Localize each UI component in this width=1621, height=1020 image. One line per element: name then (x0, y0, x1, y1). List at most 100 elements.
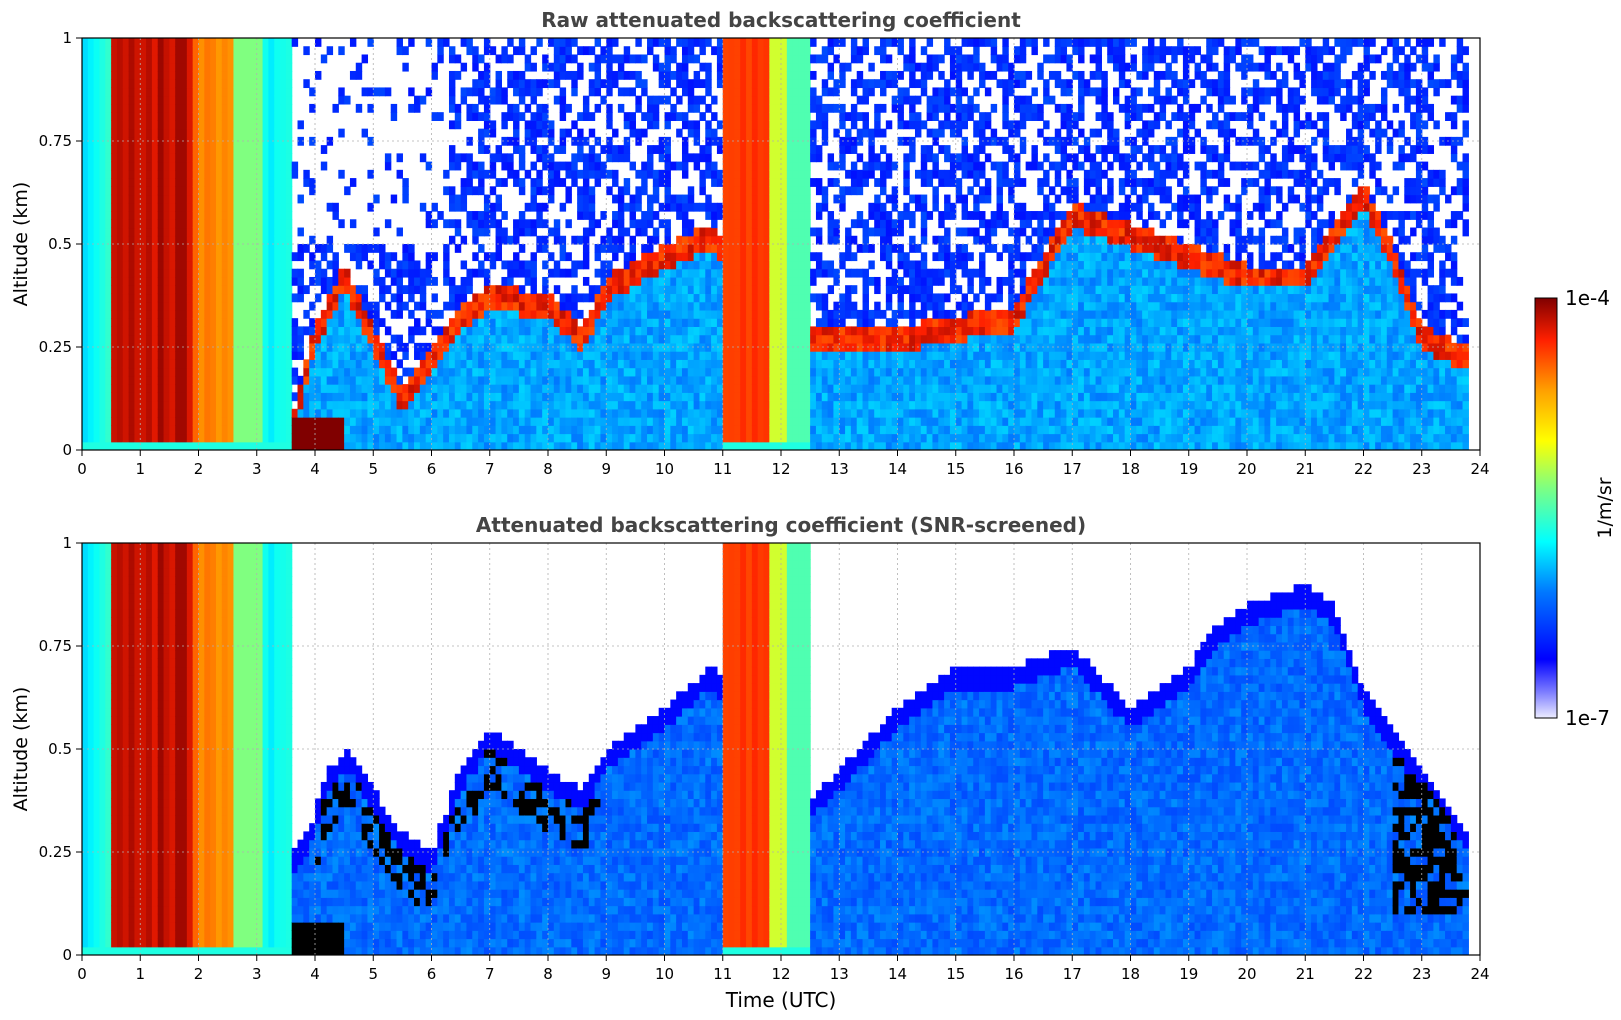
heatmap-cell (274, 384, 281, 393)
heatmap-cell (338, 128, 345, 138)
heatmap-cell (221, 351, 229, 360)
heatmap-cell (740, 425, 747, 435)
heatmap-cell (157, 334, 165, 344)
heatmap-cell (606, 112, 613, 121)
heatmap-cell (227, 367, 235, 377)
heatmap-cell (722, 293, 730, 303)
heatmap-cell (781, 178, 788, 187)
heatmap-cell (815, 417, 823, 426)
heatmap-cell (798, 268, 805, 278)
heatmap-cell (577, 326, 584, 336)
heatmap-cell (664, 293, 671, 303)
heatmap-cell (192, 400, 200, 410)
heatmap-cell (245, 375, 252, 385)
heatmap-cell (355, 367, 363, 377)
heatmap-cell (757, 211, 765, 220)
heatmap-cell (798, 260, 805, 270)
heatmap-cell (635, 79, 642, 89)
heatmap-cell (600, 95, 607, 105)
heatmap-cell (146, 112, 153, 121)
heatmap-cell (111, 70, 118, 80)
heatmap-cell (722, 334, 730, 344)
heatmap-cell (280, 112, 287, 121)
heatmap-cell (297, 400, 304, 410)
heatmap-cell (681, 334, 689, 344)
heatmap-cell (472, 334, 479, 344)
heatmap-cell (169, 375, 176, 385)
heatmap-cell (361, 334, 369, 344)
heatmap-cell (629, 367, 636, 377)
heatmap-cell (116, 38, 124, 47)
heatmap-cell (274, 211, 281, 220)
heatmap-cell (559, 38, 567, 47)
heatmap-cell (245, 112, 252, 121)
heatmap-cell (93, 285, 101, 295)
heatmap-cell (245, 169, 252, 179)
heatmap-cell (268, 219, 275, 229)
heatmap-cell (361, 309, 369, 319)
heatmap-cell (414, 301, 421, 311)
heatmap-cell (408, 260, 415, 270)
heatmap-cell (250, 128, 258, 138)
heatmap-cell (716, 293, 724, 303)
heatmap-cell (204, 95, 211, 105)
heatmap-cell (111, 54, 118, 64)
heatmap-cell (320, 367, 328, 377)
heatmap-cell (536, 425, 543, 435)
heatmap-cell (239, 367, 246, 377)
heatmap-cell (210, 425, 217, 435)
heatmap-cell (495, 326, 502, 336)
heatmap-cell (757, 87, 765, 97)
heatmap-cell (588, 400, 596, 410)
heatmap-cell (740, 318, 747, 327)
heatmap-cell (658, 202, 666, 212)
heatmap-cell (169, 285, 176, 295)
heatmap-cell (262, 425, 269, 435)
heatmap-cell (367, 87, 374, 97)
heatmap-cell (146, 392, 153, 402)
heatmap-cell (763, 351, 770, 360)
heatmap-cell (262, 202, 269, 212)
heatmap-cell (309, 392, 316, 402)
heatmap-cell (681, 309, 689, 319)
heatmap-cell (711, 318, 718, 327)
heatmap-cell (192, 392, 200, 402)
heatmap-cell (373, 334, 380, 344)
heatmap-cell (711, 392, 718, 402)
heatmap-cell (309, 326, 316, 336)
heatmap-cell (402, 342, 409, 352)
heatmap-cell (524, 441, 532, 450)
heatmap-cell (303, 417, 310, 426)
heatmap-cell (792, 145, 800, 154)
heatmap-cell (425, 425, 433, 435)
heatmap-cell (122, 342, 130, 352)
heatmap-cell (769, 408, 776, 418)
heatmap-cell (548, 252, 555, 262)
heatmap-cell (687, 103, 695, 113)
heatmap-cell (582, 202, 590, 212)
heatmap-cell (198, 318, 205, 327)
heatmap-cell (274, 112, 281, 121)
heatmap-cell (192, 46, 200, 56)
heatmap-cell (571, 441, 578, 450)
heatmap-cell (262, 268, 269, 278)
heatmap-cell (483, 359, 491, 369)
heatmap-cell (239, 120, 246, 130)
heatmap-cell (734, 318, 741, 327)
heatmap-cell (716, 367, 724, 377)
heatmap-cell (664, 178, 671, 187)
heatmap-cell (181, 70, 188, 80)
heatmap-cell (349, 408, 357, 418)
heatmap-cell (338, 425, 345, 435)
heatmap-cell (204, 276, 211, 286)
heatmap-cell (466, 136, 473, 146)
heatmap-cell (285, 202, 293, 212)
heatmap-cell (157, 169, 165, 179)
heatmap-cell (670, 260, 677, 270)
heatmap-cell (699, 169, 706, 179)
heatmap-cell (507, 425, 514, 435)
heatmap-cell (716, 211, 724, 220)
heatmap-cell (204, 293, 211, 303)
heatmap-cell (769, 145, 776, 154)
heatmap-cell (309, 252, 316, 262)
